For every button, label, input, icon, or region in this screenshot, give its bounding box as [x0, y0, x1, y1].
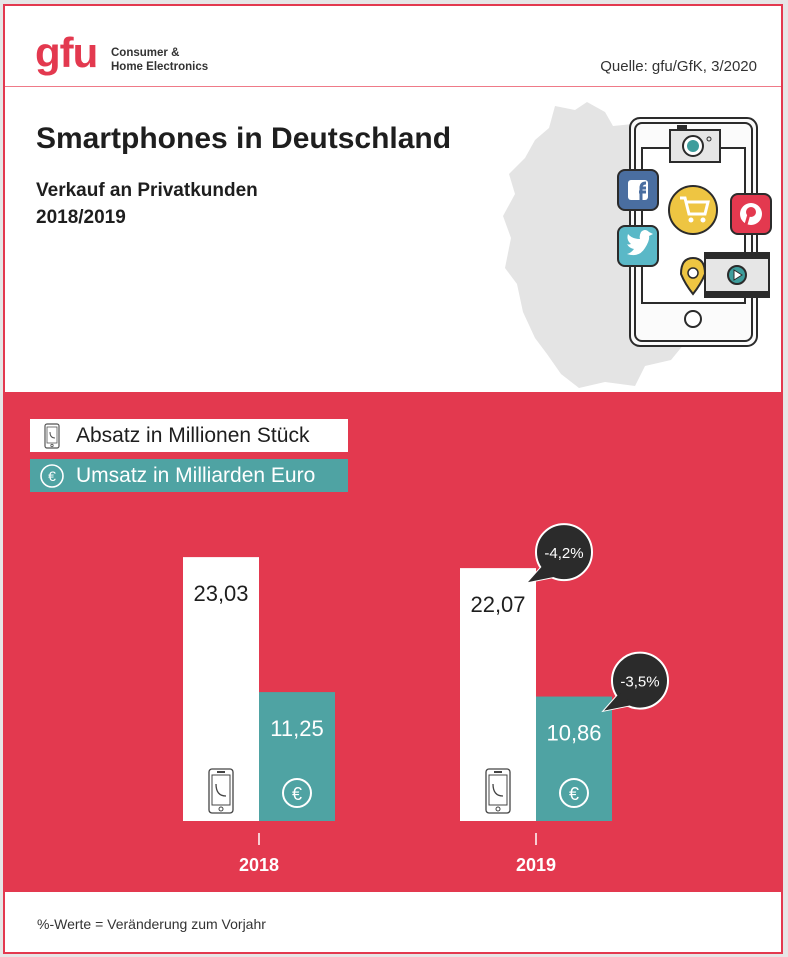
bar-umsatz-2019 — [536, 696, 612, 821]
svg-text:€: € — [292, 784, 302, 804]
legend-item-absatz: Absatz in Millionen Stück — [30, 419, 348, 452]
legend-label-umsatz: Umsatz in Milliarden Euro — [76, 463, 316, 487]
euro-icon: € — [38, 462, 66, 490]
source-text: Quelle: gfu/GfK, 3/2020 — [600, 58, 757, 75]
chart-area: Absatz in Millionen Stück € Umsatz in Mi… — [5, 392, 781, 892]
value-label-umsatz-2019: 10,86 — [546, 721, 601, 746]
camera-icon — [669, 125, 721, 163]
infographic-frame: gfu Consumer & Home Electronics Quelle: … — [3, 4, 783, 954]
x-label-2018: 2018 — [239, 855, 279, 875]
location-pin-icon — [679, 256, 707, 296]
gfu-logo: gfu — [35, 29, 98, 76]
change-label: -4,2% — [544, 545, 583, 562]
change-label: -3,5% — [620, 674, 659, 691]
bar-absatz-2019 — [460, 568, 536, 821]
euro-icon: € — [282, 778, 312, 808]
page-subtitle: Verkauf an Privatkunden 2018/2019 — [36, 177, 258, 231]
subtitle-line2: 2018/2019 — [36, 207, 126, 228]
change-callout-2019-umsatz: -3,5% — [601, 651, 669, 713]
change-callout-2019-absatz: -4,2% — [525, 523, 593, 584]
legend-item-umsatz: € Umsatz in Milliarden Euro — [30, 459, 348, 492]
svg-text:€: € — [48, 468, 56, 484]
bar-umsatz-2018 — [259, 692, 335, 821]
smartphone-illustration — [503, 102, 772, 388]
value-label-umsatz-2018: 11,25 — [270, 716, 323, 741]
logo-subtitle-line2: Home Electronics — [111, 61, 209, 73]
pinterest-icon — [730, 193, 772, 235]
facebook-icon — [617, 169, 659, 211]
bar-absatz-2018 — [183, 557, 259, 821]
x-label-2019: 2019 — [516, 855, 556, 875]
legend-label-absatz: Absatz in Millionen Stück — [76, 423, 310, 447]
footnote: %-Werte = Veränderung zum Vorjahr — [37, 916, 266, 932]
bar-chart: 23,03 11,25 €2018 22,07 10,86 €2019 -4,2% -3,5% — [183, 523, 669, 875]
svg-text:€: € — [569, 784, 579, 804]
header: gfu Consumer & Home Electronics Quelle: … — [5, 6, 781, 87]
shopping-cart-icon — [668, 185, 718, 235]
smartphone-icon — [208, 768, 234, 814]
logo-subtitle-line1: Consumer & — [111, 47, 180, 59]
page-title: Smartphones in Deutschland — [36, 122, 452, 155]
subtitle-line1: Verkauf an Privatkunden — [36, 180, 258, 201]
smartphone-icon — [38, 422, 66, 450]
smartphone-icon — [485, 768, 511, 814]
euro-icon: € — [559, 778, 589, 808]
twitter-icon — [617, 225, 659, 267]
video-play-icon — [704, 252, 770, 298]
value-label-absatz-2019: 22,07 — [470, 592, 525, 617]
value-label-absatz-2018: 23,03 — [193, 581, 248, 606]
logo-subtitle: Consumer & Home Electronics — [111, 46, 208, 74]
